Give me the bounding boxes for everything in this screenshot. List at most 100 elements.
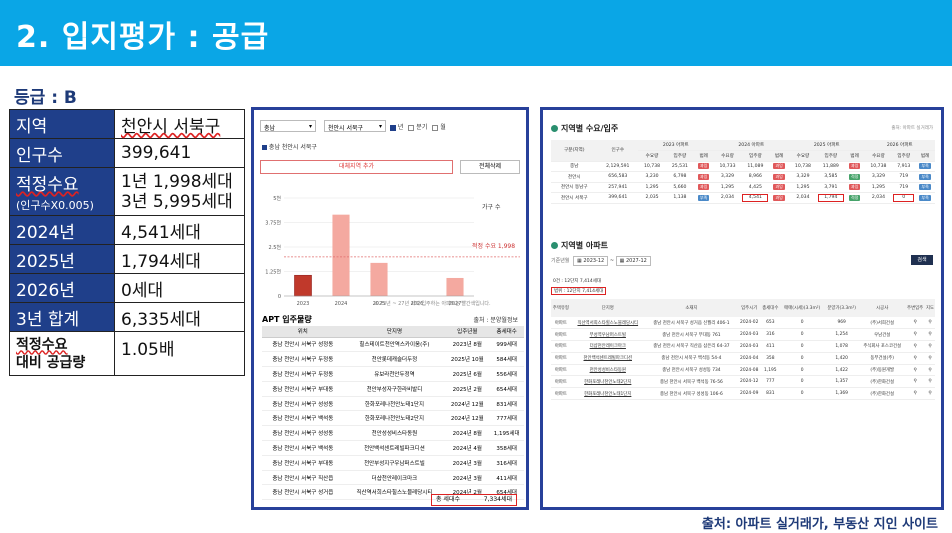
search-button[interactable]: 검색 bbox=[911, 255, 933, 265]
supply-demand: 1,295 bbox=[864, 182, 893, 193]
apt-list-cell: 1,369 bbox=[824, 387, 860, 401]
map-pin-icon[interactable]: ⚲ bbox=[925, 364, 935, 377]
apt-list-cell: 충남 천안시 서북구 성성동 106-6 bbox=[644, 387, 739, 401]
nearby-icon[interactable]: ⚲ bbox=[905, 375, 926, 389]
apt-list-cell: 0 bbox=[780, 328, 825, 342]
apt-table-cell: 천안롯데캐슬더두정 bbox=[343, 351, 446, 368]
chart-note: ※ 23년 ~ 27년 사이 입주하는 아파트는 빨간색입니다. bbox=[374, 301, 491, 307]
district-select[interactable]: 천안시 서북구 ▾ bbox=[324, 120, 386, 132]
supply-header-cell: 2023 아파트 bbox=[638, 140, 714, 151]
supply-row: 충남 2,129,591 10,738 25,531 과잉 10,733 11,089 과잉 1… bbox=[551, 161, 935, 172]
apt-table-body: 충남 천안시 서북구 성정동 힐스테이트천안역스카이움(주) 2023년 8월 999… bbox=[262, 337, 524, 501]
bar-2024[interactable] bbox=[332, 214, 350, 296]
nearby-icon[interactable]: ⚲ bbox=[905, 317, 926, 330]
supply-status: 과잉 bbox=[769, 161, 790, 172]
apt-list-header-cell[interactable]: 주변입주 bbox=[905, 299, 926, 317]
status-badge: 과잉 bbox=[773, 184, 785, 191]
square-icon bbox=[262, 145, 267, 150]
apt-list-header-cell[interactable]: 단지명 bbox=[570, 299, 645, 317]
map-pin-icon[interactable]: ⚲ bbox=[925, 352, 935, 365]
apt-list-cell[interactable]: 천안성성비스타동원 bbox=[570, 364, 645, 377]
supply-amount-value: 0 bbox=[902, 195, 906, 201]
apt-list-header-row: 주택유형 단지명 소재지 입주시기 총세대수 매매(시세)(3.3m²) 분양가(3.3m²… bbox=[551, 299, 935, 317]
map-pin-icon[interactable]: ⚲ bbox=[925, 375, 935, 389]
apt-list-header-cell[interactable]: 입주시기 bbox=[738, 299, 761, 317]
apt-list-cell[interactable]: 천안백석센트레빌파크디션 bbox=[570, 352, 645, 365]
supply-demand: 2,034 bbox=[864, 192, 893, 204]
apt-list-row: 아파트 천안백석센트레빌파크디션 충남 천안시 서북구 백석동 54-4 2024-0… bbox=[551, 352, 935, 365]
checkbox-checked-icon[interactable] bbox=[390, 124, 396, 131]
apt-list-cell[interactable]: 한화포레나천안노태1단지 bbox=[570, 387, 645, 401]
checkbox-icon[interactable] bbox=[408, 124, 415, 131]
apt-list-header-cell[interactable]: 시공사 bbox=[859, 299, 906, 317]
nearby-icon[interactable]: ⚲ bbox=[905, 364, 926, 377]
stats-key: 2026년 bbox=[9, 273, 115, 303]
apt-table-cell: 2025년 2월 bbox=[445, 381, 490, 397]
supply-amount-value: 7,913 bbox=[897, 163, 911, 169]
period-year-label: 년 bbox=[397, 124, 404, 131]
supply-amount-value: 4,541 bbox=[748, 195, 762, 201]
apt-table-cell: 411세대 bbox=[489, 470, 524, 486]
checkbox-icon[interactable] bbox=[432, 124, 439, 131]
date-to-field[interactable]: ▦ 2027-12 bbox=[615, 256, 651, 266]
supply-amount: 3,585 bbox=[816, 171, 845, 183]
apt-table-cell: 584세대 bbox=[489, 351, 524, 368]
apt-table-cell: 2024년 3월 bbox=[445, 470, 490, 486]
apt-list-cell: 358 bbox=[760, 352, 781, 365]
apt-list-cell[interactable]: 한화포레나천안노태2단지 bbox=[570, 375, 645, 389]
apt-list-cell: 2024-09 bbox=[738, 387, 761, 401]
x-tick-label: 2027 bbox=[449, 301, 462, 307]
stats-row: 인구수 399,641 bbox=[9, 138, 245, 168]
supply-demand: 3,329 bbox=[864, 171, 893, 183]
apt-list-header-cell[interactable]: 지도 bbox=[925, 299, 935, 317]
apt-list-cell[interactable]: 직산역서희스타힐스노블레당시티 bbox=[570, 317, 645, 330]
supply-status: 부족 bbox=[915, 192, 935, 204]
nearby-icon[interactable]: ⚲ bbox=[905, 387, 926, 401]
nearby-icon[interactable]: ⚲ bbox=[905, 340, 926, 353]
apt-list-cell: (주)한화건설 bbox=[859, 375, 906, 389]
apt-list-cell: (주)서희건설 bbox=[859, 317, 906, 330]
date-from-field[interactable]: ▦ 2023-12 bbox=[573, 256, 609, 266]
date-separator: ~ bbox=[609, 258, 615, 264]
grade-label: 등급 : B bbox=[14, 88, 77, 108]
apt-list-cell[interactable]: 부성역우남퍼스트빌 bbox=[570, 328, 645, 342]
map-pin-icon[interactable]: ⚲ bbox=[925, 387, 935, 401]
status-badge: 적정 bbox=[848, 194, 861, 201]
apt-header-cell[interactable]: 단지명 bbox=[343, 326, 446, 338]
apt-list-header-cell[interactable]: 매매(시세)(3.3m²) bbox=[780, 299, 825, 317]
apt-list-header-cell[interactable]: 총세대수 bbox=[760, 299, 781, 317]
nearby-icon[interactable]: ⚲ bbox=[905, 328, 926, 342]
status-badge: 부족 bbox=[698, 194, 710, 201]
apt-header-cell[interactable]: 입주년월 bbox=[445, 326, 490, 338]
map-pin-icon[interactable]: ⚲ bbox=[925, 317, 935, 330]
source-caption: 출처: 아파트 실거래가, 부동산 지인 사이트 bbox=[701, 517, 938, 532]
region-select[interactable]: 충남 ▾ bbox=[260, 120, 316, 132]
bar-2025[interactable] bbox=[370, 262, 388, 296]
map-pin-icon[interactable]: ⚲ bbox=[925, 340, 935, 353]
supply-subheader-cell: 수요량 bbox=[713, 150, 742, 162]
supply-amount-value: 719 bbox=[899, 174, 909, 180]
apt-list-header-cell[interactable]: 소재지 bbox=[644, 299, 739, 317]
supply-amount-value: 8,966 bbox=[748, 174, 762, 180]
apt-header-cell[interactable]: 위치 bbox=[262, 326, 344, 338]
apt-list-cell: 충남 천안시 서북구 성거읍 신월리 406-1 bbox=[644, 317, 739, 330]
nearby-icon[interactable]: ⚲ bbox=[905, 352, 926, 365]
apt-total-label: 총 세대수 bbox=[436, 496, 460, 503]
add-region-button[interactable]: 대체지역 추가 bbox=[260, 160, 453, 174]
delete-all-button[interactable]: 전체삭제 bbox=[460, 160, 520, 174]
apt-header-cell[interactable]: 총세대수 bbox=[489, 326, 524, 338]
apt-list-header-cell[interactable]: 분양가(3.3m²) bbox=[824, 299, 860, 317]
map-pin-icon[interactable]: ⚲ bbox=[925, 328, 935, 342]
apt-list-cell: 0 bbox=[780, 364, 825, 377]
apt-list-cell[interactable]: 더샵천안레이크마크 bbox=[570, 340, 645, 353]
apt-list-header-cell[interactable]: 주택유형 bbox=[551, 299, 571, 317]
apt-total-value: 7,334세대 bbox=[483, 496, 512, 503]
supply-demand: 1,295 bbox=[789, 182, 817, 193]
apt-table-cell: 충남 천안시 서북구 성정동 bbox=[262, 337, 344, 353]
apt-table-cell: 2024년 4월 bbox=[445, 440, 490, 456]
bar-2023[interactable] bbox=[294, 274, 312, 297]
supply-demand: 3,329 bbox=[713, 171, 742, 183]
status-badge: 과잉 bbox=[773, 194, 785, 201]
supply-amount-value: 11,089 bbox=[747, 163, 764, 169]
bar-2027[interactable] bbox=[446, 277, 464, 296]
